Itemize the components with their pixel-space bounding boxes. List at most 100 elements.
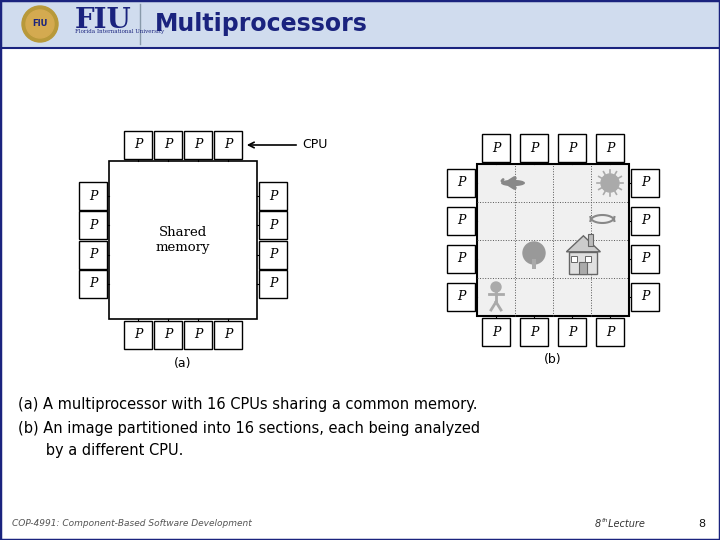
Text: P: P — [456, 291, 465, 303]
Text: FIU: FIU — [75, 8, 132, 35]
Circle shape — [601, 174, 619, 192]
Polygon shape — [567, 236, 600, 252]
FancyBboxPatch shape — [447, 207, 475, 235]
Text: (a): (a) — [174, 356, 192, 369]
FancyBboxPatch shape — [214, 321, 242, 349]
FancyBboxPatch shape — [79, 241, 107, 268]
Text: P: P — [194, 138, 202, 152]
FancyBboxPatch shape — [259, 211, 287, 239]
FancyBboxPatch shape — [124, 131, 152, 159]
FancyBboxPatch shape — [447, 283, 475, 311]
Text: P: P — [134, 138, 142, 152]
Text: P: P — [269, 219, 277, 232]
Text: P: P — [164, 328, 172, 341]
Text: P: P — [224, 328, 232, 341]
Text: (a) A multiprocessor with 16 CPUs sharing a common memory.: (a) A multiprocessor with 16 CPUs sharin… — [18, 397, 477, 413]
FancyBboxPatch shape — [259, 270, 287, 298]
FancyBboxPatch shape — [631, 169, 659, 197]
FancyBboxPatch shape — [0, 0, 720, 48]
FancyBboxPatch shape — [79, 182, 107, 210]
FancyBboxPatch shape — [558, 318, 586, 346]
Text: CPU: CPU — [302, 138, 328, 152]
FancyBboxPatch shape — [558, 134, 586, 162]
Text: P: P — [606, 141, 614, 154]
Text: P: P — [530, 326, 538, 339]
Text: P: P — [530, 141, 538, 154]
Text: P: P — [456, 214, 465, 227]
Text: P: P — [456, 253, 465, 266]
Text: by a different CPU.: by a different CPU. — [18, 443, 184, 458]
Circle shape — [26, 10, 54, 38]
Text: P: P — [492, 141, 500, 154]
FancyBboxPatch shape — [631, 245, 659, 273]
Text: 8: 8 — [698, 519, 705, 529]
Text: P: P — [194, 328, 202, 341]
FancyBboxPatch shape — [259, 182, 287, 210]
FancyBboxPatch shape — [124, 321, 152, 349]
Text: th: th — [602, 517, 608, 523]
Text: FIU: FIU — [32, 19, 48, 29]
FancyBboxPatch shape — [520, 134, 548, 162]
FancyBboxPatch shape — [79, 270, 107, 298]
Text: P: P — [606, 326, 614, 339]
Text: P: P — [89, 278, 97, 291]
FancyBboxPatch shape — [214, 131, 242, 159]
FancyBboxPatch shape — [580, 262, 588, 274]
FancyBboxPatch shape — [259, 241, 287, 268]
FancyArrowPatch shape — [509, 178, 515, 181]
Text: P: P — [456, 177, 465, 190]
FancyBboxPatch shape — [631, 283, 659, 311]
FancyBboxPatch shape — [477, 164, 629, 316]
Circle shape — [491, 282, 501, 292]
Text: (b) An image partitioned into 16 sections, each being analyzed: (b) An image partitioned into 16 section… — [18, 422, 480, 436]
FancyBboxPatch shape — [154, 131, 182, 159]
FancyBboxPatch shape — [79, 211, 107, 239]
FancyBboxPatch shape — [447, 245, 475, 273]
Text: Florida International University: Florida International University — [75, 30, 164, 35]
Text: (b): (b) — [544, 354, 562, 367]
FancyBboxPatch shape — [572, 256, 577, 262]
FancyBboxPatch shape — [184, 321, 212, 349]
Text: P: P — [641, 253, 649, 266]
Text: P: P — [89, 248, 97, 261]
FancyBboxPatch shape — [109, 161, 257, 319]
FancyBboxPatch shape — [154, 321, 182, 349]
Text: P: P — [269, 278, 277, 291]
FancyBboxPatch shape — [482, 134, 510, 162]
Text: P: P — [164, 138, 172, 152]
FancyBboxPatch shape — [520, 318, 548, 346]
FancyBboxPatch shape — [570, 252, 598, 274]
Text: P: P — [641, 177, 649, 190]
Text: P: P — [641, 214, 649, 227]
Circle shape — [523, 242, 545, 264]
Text: P: P — [568, 141, 576, 154]
Text: P: P — [134, 328, 142, 341]
Text: P: P — [89, 190, 97, 202]
Text: P: P — [492, 326, 500, 339]
FancyBboxPatch shape — [184, 131, 212, 159]
FancyArrowPatch shape — [509, 185, 515, 188]
Ellipse shape — [502, 180, 524, 185]
Text: Shared: Shared — [159, 226, 207, 239]
FancyBboxPatch shape — [482, 318, 510, 346]
Text: Multiprocessors: Multiprocessors — [155, 12, 368, 36]
FancyBboxPatch shape — [532, 259, 536, 269]
FancyBboxPatch shape — [596, 318, 624, 346]
FancyBboxPatch shape — [596, 134, 624, 162]
Text: memory: memory — [156, 241, 210, 254]
Text: P: P — [224, 138, 232, 152]
FancyBboxPatch shape — [588, 234, 593, 246]
Text: Lecture: Lecture — [605, 519, 645, 529]
Text: P: P — [89, 219, 97, 232]
FancyBboxPatch shape — [585, 256, 591, 262]
Text: P: P — [269, 248, 277, 261]
Text: P: P — [269, 190, 277, 202]
FancyBboxPatch shape — [447, 169, 475, 197]
Text: COP-4991: Component-Based Software Development: COP-4991: Component-Based Software Devel… — [12, 519, 252, 529]
Text: P: P — [568, 326, 576, 339]
FancyArrowPatch shape — [502, 179, 503, 181]
Text: P: P — [641, 291, 649, 303]
FancyBboxPatch shape — [631, 207, 659, 235]
Circle shape — [22, 6, 58, 42]
Text: 8: 8 — [595, 519, 601, 529]
